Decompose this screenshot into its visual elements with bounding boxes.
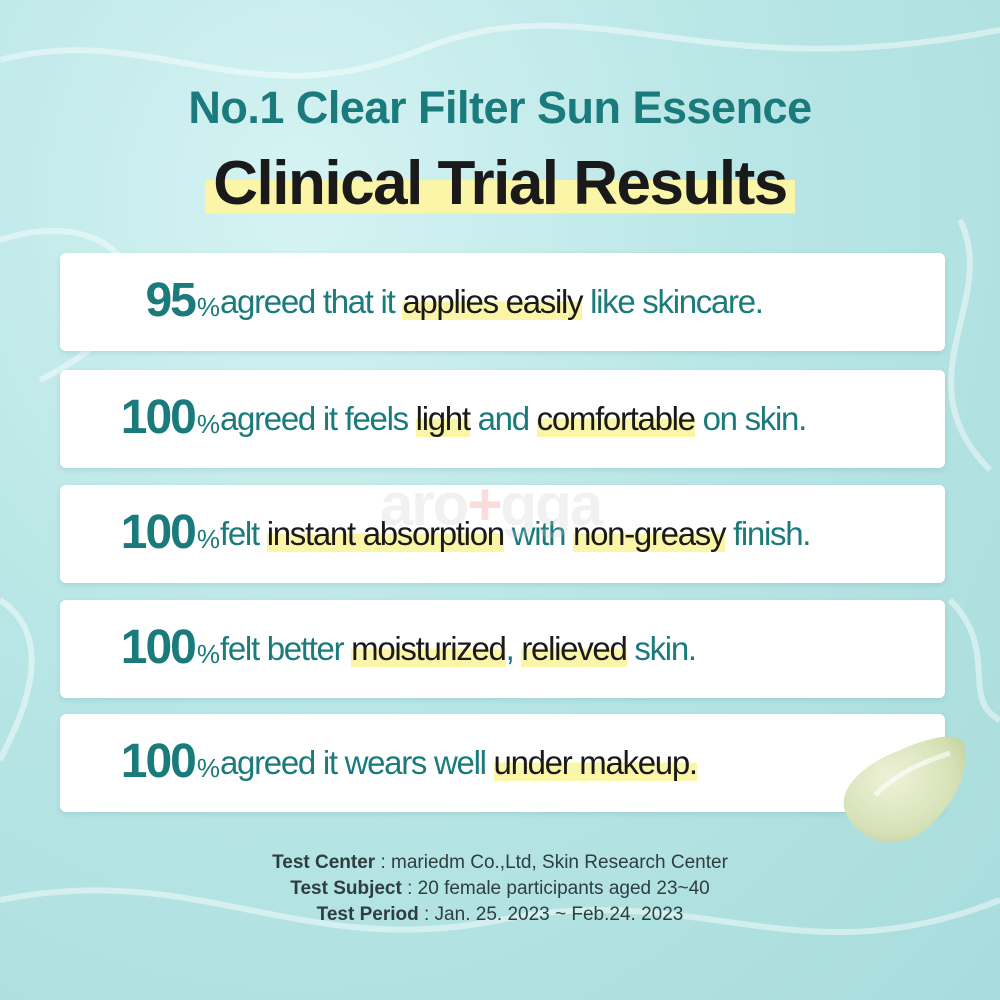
test-period: Test Period : Jan. 25. 2023 ~ Feb.24. 20… [316, 904, 684, 925]
result-statement: agreed it wears well under makeup. [220, 744, 698, 782]
statement-text: finish. [725, 515, 811, 552]
highlighted-phrase: comfortable [536, 400, 696, 437]
statement-text: and [469, 400, 537, 437]
test-info: Test Center : mariedm Co.,Ltd, Skin Rese… [0, 850, 1000, 928]
highlighted-phrase: moisturized [351, 630, 507, 667]
result-percentage: 100% [120, 391, 220, 444]
statement-text: agreed that it [220, 283, 403, 320]
result-statement: felt instant absorption with non-greasy … [220, 515, 811, 553]
result-percentage: 95% [145, 274, 220, 327]
statement-text: agreed it feels [220, 400, 416, 437]
result-card: 100% felt instant absorption with non-gre… [60, 485, 945, 583]
result-percentage: 100% [120, 621, 220, 674]
product-title: No.1 Clear Filter Sun Essence [188, 82, 812, 133]
statement-text: felt better [220, 630, 352, 667]
statement-text: with [503, 515, 574, 552]
result-card: 100% agreed it wears well under makeup. [60, 714, 945, 812]
test-center: Test Center : mariedm Co.,Ltd, Skin Rese… [272, 852, 728, 873]
highlighted-phrase: relieved [521, 630, 628, 667]
result-statement: felt better moisturized, relieved skin. [220, 630, 697, 668]
result-statement: agreed that it applies easily like skinc… [220, 283, 764, 321]
cream-swatch-image [843, 736, 966, 843]
highlighted-phrase: under makeup. [493, 744, 698, 781]
test-subject: Test Subject : 20 female participants ag… [290, 878, 710, 899]
statement-text: , [505, 630, 522, 667]
statement-text: like skincare. [582, 283, 764, 320]
statement-text: agreed it wears well [220, 744, 494, 781]
statement-text: felt [220, 515, 267, 552]
statement-text: on skin. [694, 400, 808, 437]
result-card: 95% agreed that it applies easily like sk… [60, 253, 945, 351]
page-heading: Clinical Trial Results [205, 148, 795, 219]
statement-text: skin. [626, 630, 697, 667]
result-card: 100% agreed it feels light and comfortabl… [60, 370, 945, 468]
result-percentage: 100% [120, 735, 220, 788]
highlighted-phrase: applies easily [402, 283, 584, 320]
highlighted-phrase: light [415, 400, 471, 437]
highlighted-phrase: non-greasy [573, 515, 726, 552]
watermark: aro+gga [380, 471, 603, 538]
result-statement: agreed it feels light and comfortable on… [220, 400, 808, 438]
result-card: 100% felt better moisturized, relieved sk… [60, 600, 945, 698]
highlighted-phrase: instant absorption [266, 515, 505, 552]
result-percentage: 100% [120, 506, 220, 559]
